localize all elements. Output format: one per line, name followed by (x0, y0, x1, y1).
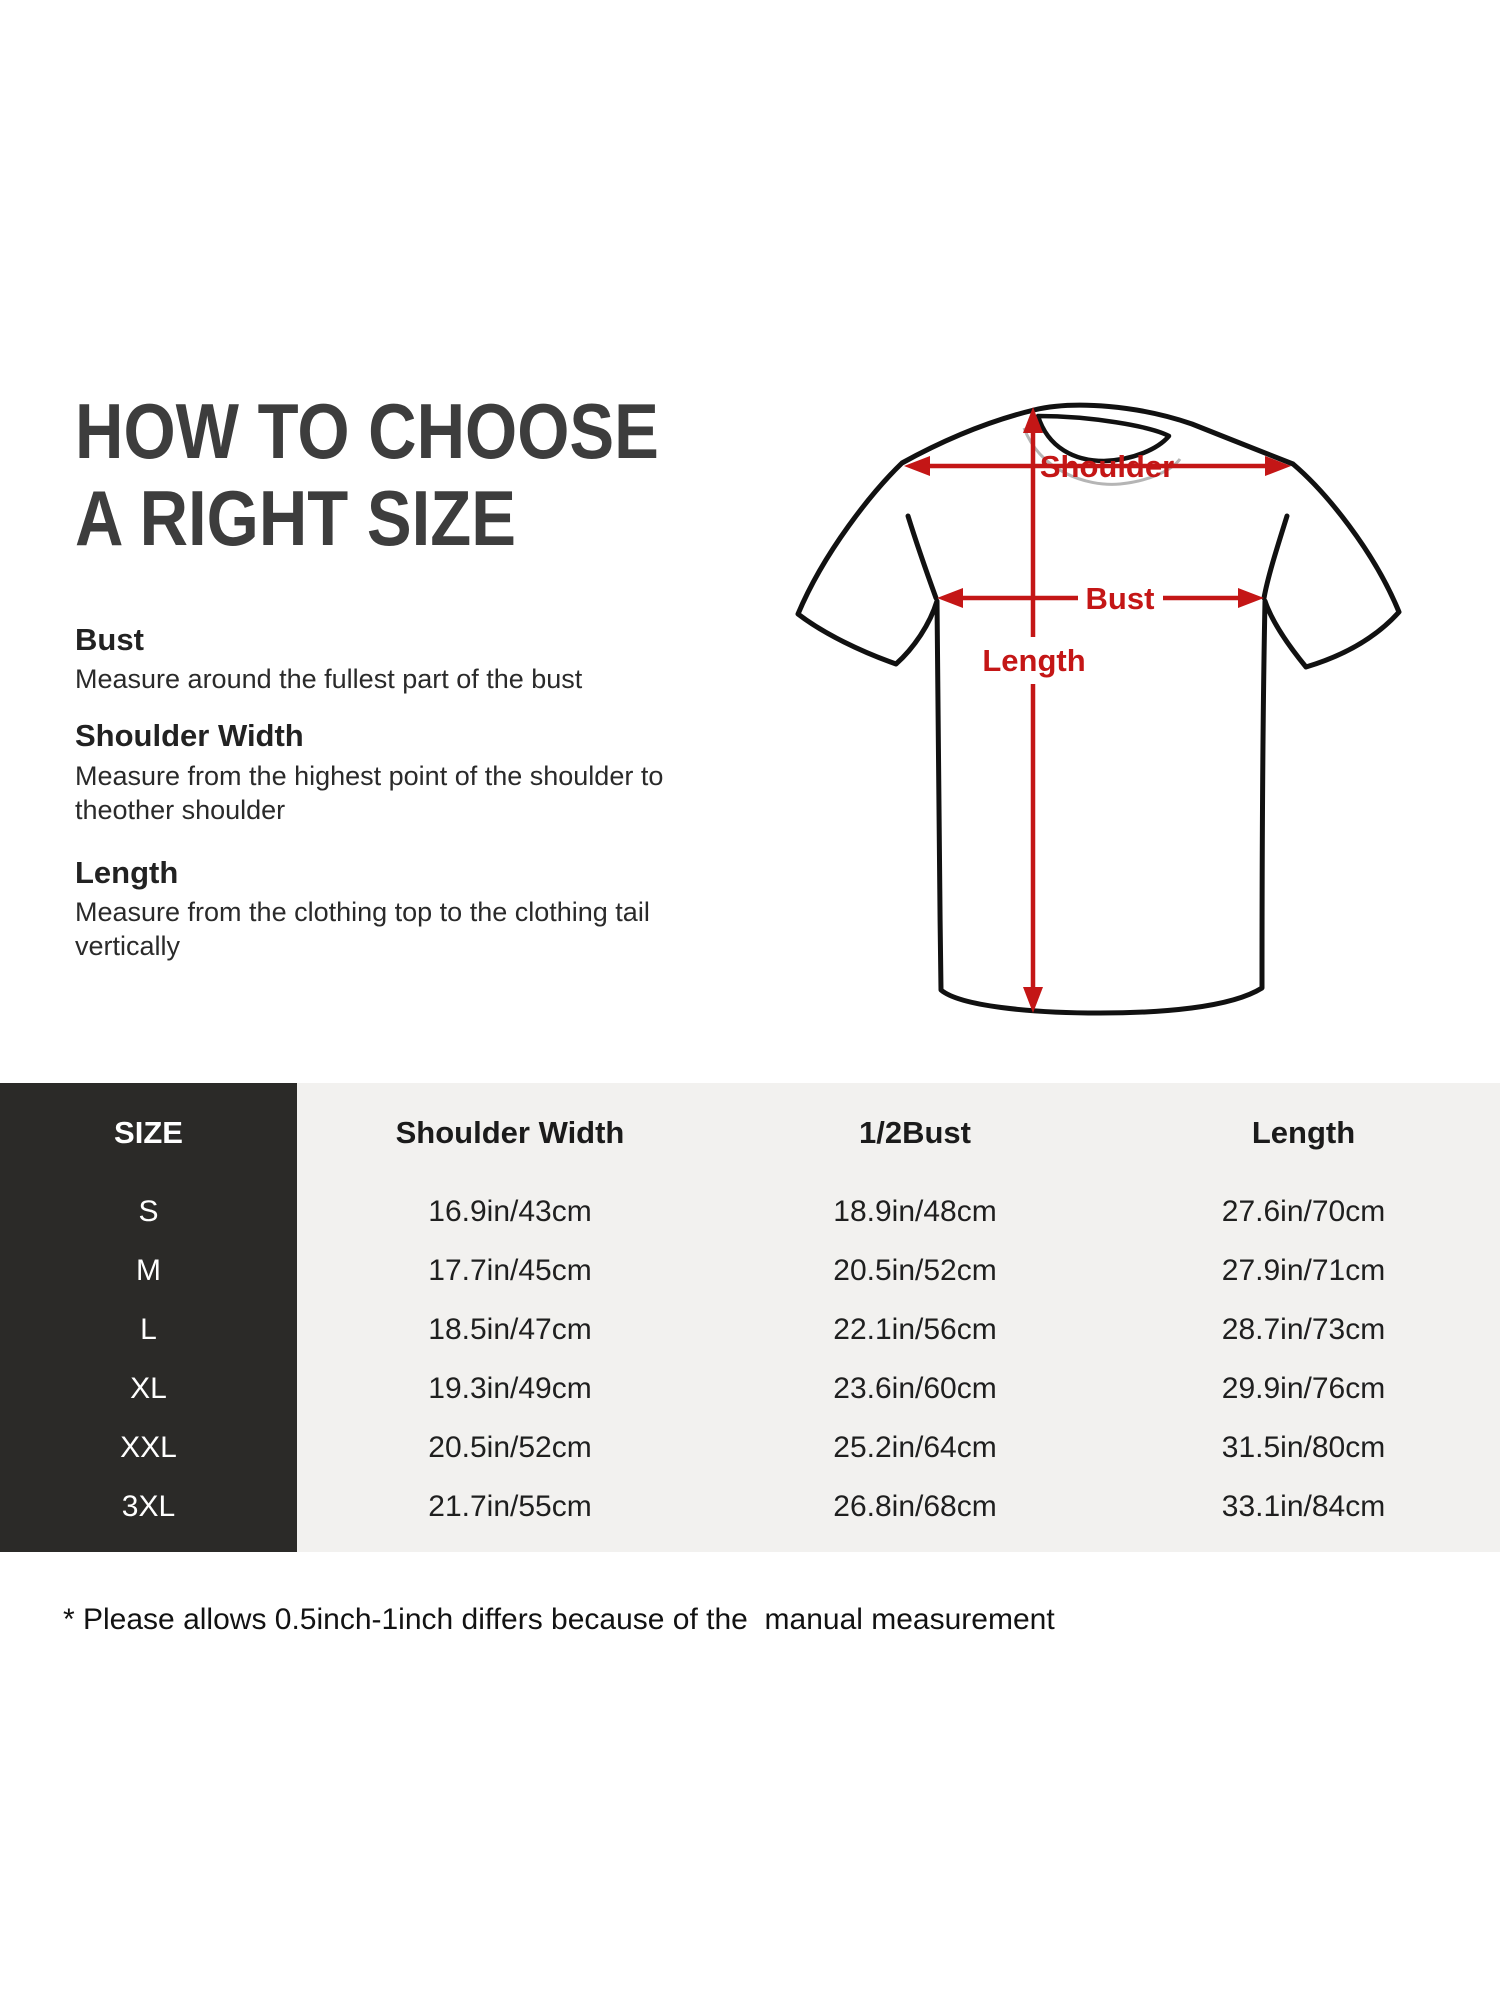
size-label: XL (130, 1371, 167, 1405)
length-value: 28.7in/73cm (1221, 1312, 1386, 1346)
half-bust-value: 23.6in/60cm (833, 1371, 997, 1405)
bust-arrow (937, 588, 1264, 608)
size-label: XXL (120, 1430, 177, 1464)
shoulder-width-value: 21.7in/55cm (428, 1489, 592, 1523)
guide-desc-bust: Measure around the fullest part of the b… (75, 664, 583, 694)
header-length: Length (1251, 1114, 1356, 1150)
half-bust-value: 26.8in/68cm (833, 1489, 997, 1523)
header-shoulder-width: Shoulder Width (395, 1114, 625, 1150)
guide-term-shoulder-width: Shoulder Width (75, 718, 304, 753)
length-arrow (1023, 407, 1043, 1013)
length-value: 31.5in/80cm (1221, 1430, 1386, 1464)
table-row-3xl: 3XL 21.7in/55cm 26.8in/68cm 33.1in/84cm (0, 1477, 1500, 1536)
bust-arrow-label: Bust (1086, 581, 1155, 616)
length-arrow-label: Length (982, 643, 1085, 678)
table-row-m: M 17.7in/45cm 20.5in/52cm 27.9in/71cm (0, 1241, 1500, 1300)
size-label: M (136, 1253, 161, 1287)
length-value: 27.9in/71cm (1221, 1253, 1386, 1287)
right-armhole-seam (1261, 513, 1290, 601)
half-bust-value: 20.5in/52cm (833, 1253, 997, 1287)
header-half-bust: 1/2Bust (859, 1114, 971, 1150)
guide-desc-length: Measure from the clothing top to the clo… (75, 897, 650, 961)
guide-term-length: Length (75, 855, 179, 890)
tshirt-measurement-diagram: Shoulder Bust Length (795, 402, 1402, 1016)
table-row-l: L 18.5in/47cm 22.1in/56cm 28.7in/73cm (0, 1300, 1500, 1359)
guide-desc-shoulder-width: Measure from the highest point of the sh… (75, 761, 664, 825)
length-value: 33.1in/84cm (1221, 1489, 1386, 1523)
page-title-line1: HOW TO CHOOSE (75, 387, 659, 475)
measurement-disclaimer: * Please allows 0.5inch-1inch differs be… (63, 1603, 1055, 1636)
table-row-xxl: XXL 20.5in/52cm 25.2in/64cm 31.5in/80cm (0, 1418, 1500, 1477)
page-title-line2: A RIGHT SIZE (75, 474, 517, 562)
left-armhole-seam (905, 513, 939, 601)
length-value: 29.9in/76cm (1221, 1371, 1386, 1405)
shoulder-arrow-label: Shoulder (1040, 449, 1174, 484)
shoulder-width-value: 17.7in/45cm (428, 1253, 592, 1287)
size-table: SIZE Shoulder Width 1/2Bust Length S 16.… (0, 1083, 1500, 1552)
shoulder-arrow (904, 456, 1291, 476)
tshirt-outline (795, 402, 1402, 1016)
length-value: 27.6in/70cm (1221, 1194, 1386, 1228)
shoulder-width-value: 19.3in/49cm (428, 1371, 592, 1405)
size-label: 3XL (121, 1489, 176, 1523)
half-bust-value: 18.9in/48cm (833, 1194, 997, 1228)
size-label: S (138, 1194, 159, 1228)
collar-shadow (1022, 427, 1182, 486)
size-table-header-row: SIZE Shoulder Width 1/2Bust Length (0, 1083, 1500, 1182)
shoulder-width-value: 18.5in/47cm (428, 1312, 592, 1346)
guide-term-bust: Bust (75, 622, 144, 657)
size-column-background (0, 1083, 297, 1552)
table-row-xl: XL 19.3in/49cm 23.6in/60cm 29.9in/76cm (0, 1359, 1500, 1418)
collar-opening (1035, 413, 1172, 464)
table-row-s: S 16.9in/43cm 18.9in/48cm 27.6in/70cm (0, 1182, 1500, 1241)
size-label: L (140, 1312, 157, 1346)
shoulder-width-value: 16.9in/43cm (428, 1194, 592, 1228)
half-bust-value: 22.1in/56cm (833, 1312, 997, 1346)
page-title: HOW TO CHOOSE A RIGHT SIZE (75, 388, 659, 562)
half-bust-value: 25.2in/64cm (833, 1430, 997, 1464)
shoulder-width-value: 20.5in/52cm (428, 1430, 592, 1464)
header-size: SIZE (114, 1114, 183, 1150)
